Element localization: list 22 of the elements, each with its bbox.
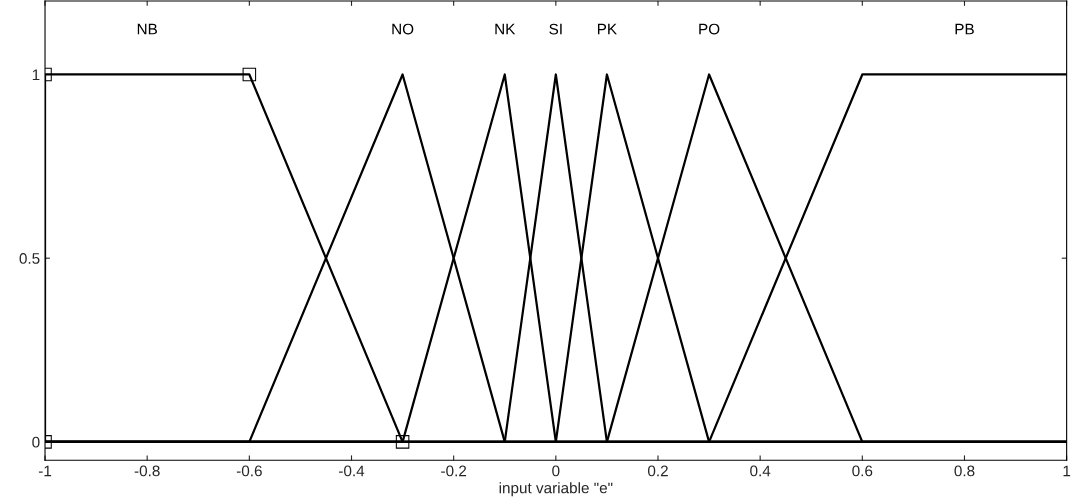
text: NB bbox=[137, 23, 157, 35]
y-tick-label: 0.5 bbox=[19, 253, 40, 264]
text: PO bbox=[699, 23, 720, 35]
x-tick-label: -0.8 bbox=[134, 465, 160, 477]
x-tick-label: 1 bbox=[1063, 465, 1071, 477]
text: PK bbox=[597, 23, 617, 35]
text: PB bbox=[955, 23, 974, 35]
x-tick-label: -0.2 bbox=[441, 465, 467, 477]
text: NO bbox=[392, 23, 414, 35]
x-tick-label: -0.6 bbox=[236, 465, 262, 477]
x-tick-label: 0.4 bbox=[750, 465, 771, 477]
y-tick-label: 1 bbox=[32, 69, 40, 81]
x-tick-label: 0.8 bbox=[954, 465, 975, 477]
x-tick-label: -1 bbox=[38, 465, 52, 477]
x-tick-label: 0.2 bbox=[647, 465, 668, 477]
y-tick-label: 0 bbox=[32, 436, 40, 448]
x-axis-title: input variable "e" bbox=[499, 482, 613, 497]
x-tick-label: 0.6 bbox=[852, 465, 873, 477]
x-tick-label: -0.4 bbox=[339, 465, 365, 477]
text: NK bbox=[495, 23, 516, 35]
text: SI bbox=[549, 23, 562, 35]
x-tick-label: 0 bbox=[552, 465, 560, 477]
